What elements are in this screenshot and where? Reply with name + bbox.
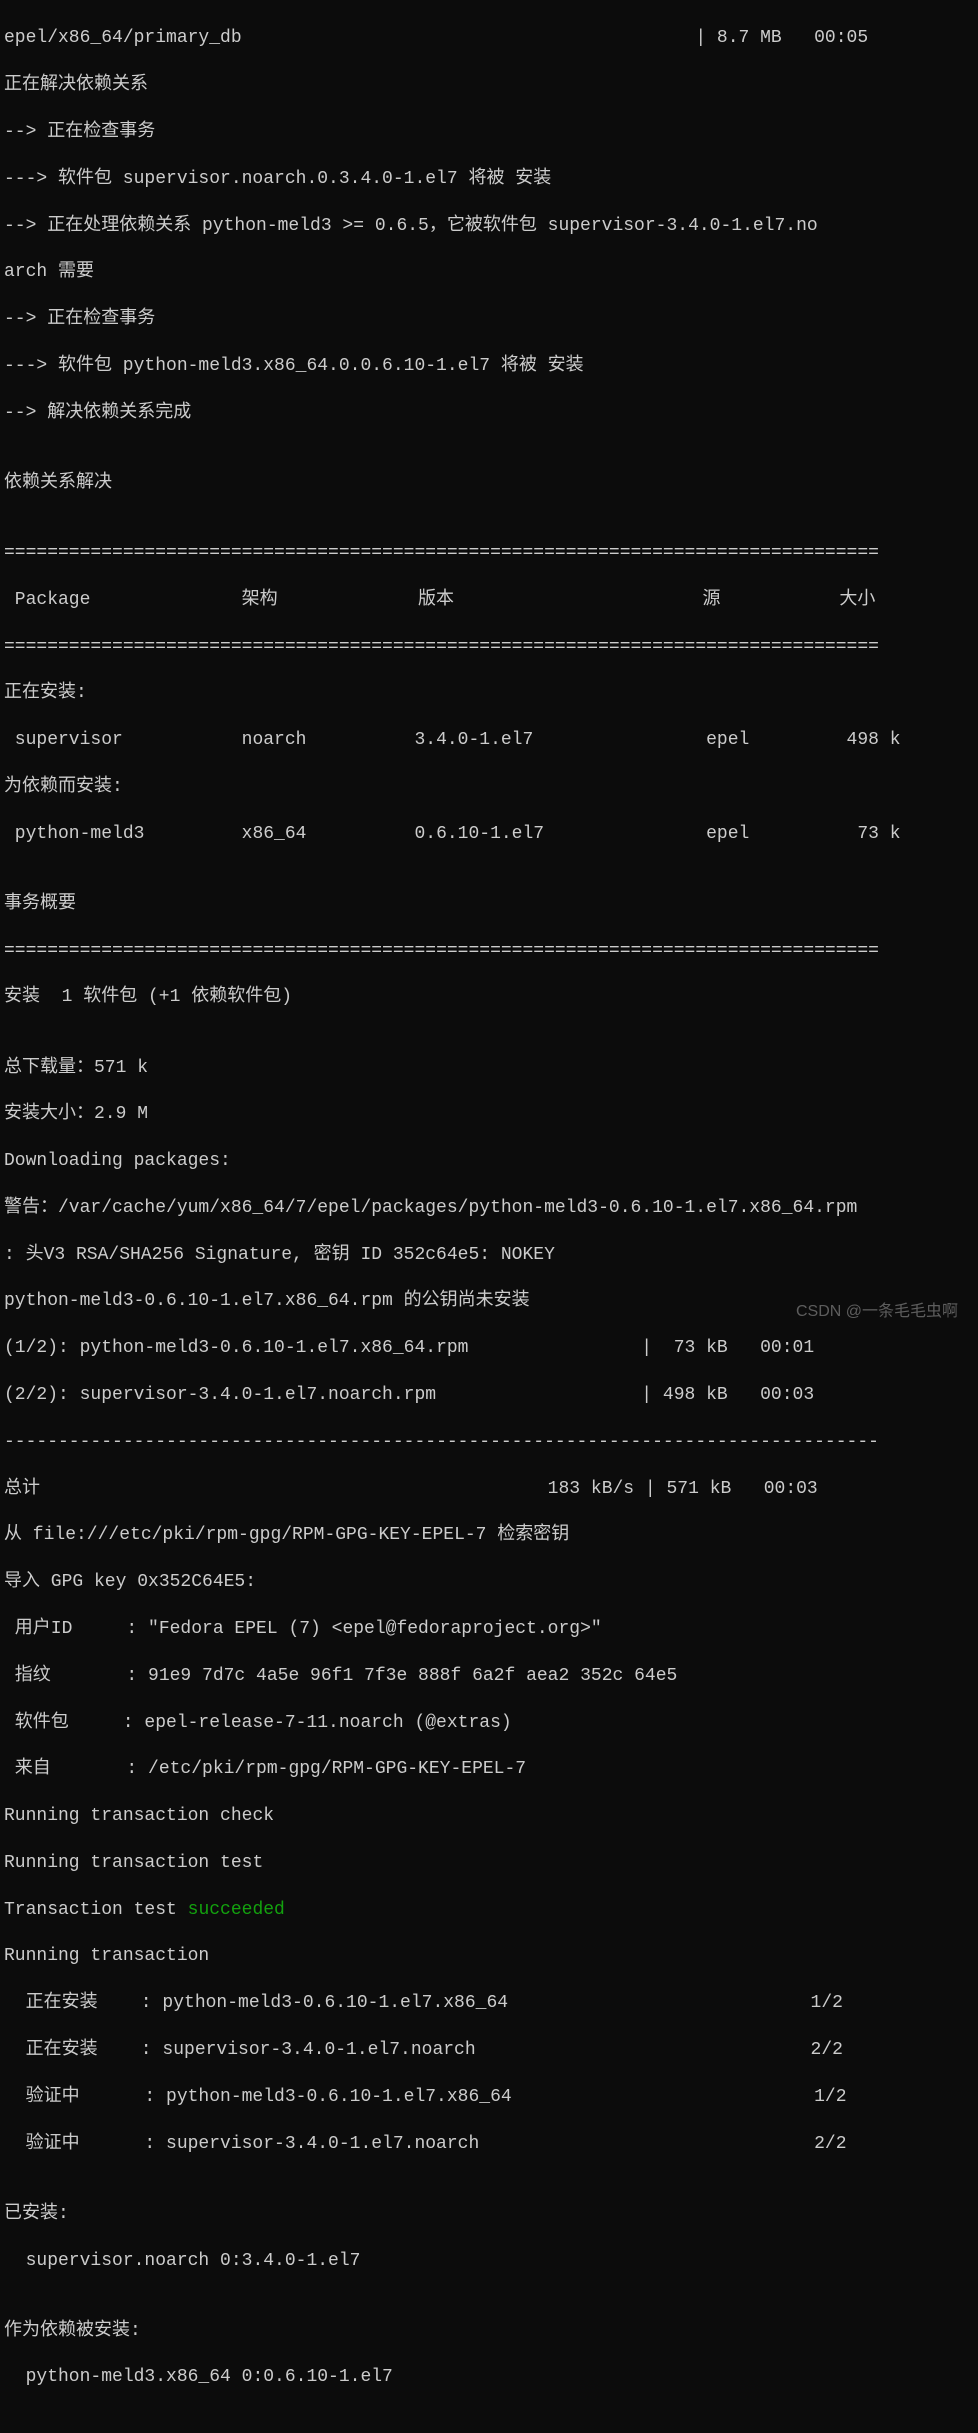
section-header: 作为依赖被安装: — [4, 2320, 974, 2343]
verify-progress-line: 验证中 : supervisor-3.4.0-1.el7.noarch 2/2 — [4, 2133, 974, 2156]
output-line: 安装 1 软件包 (+1 依赖软件包) — [4, 986, 974, 1009]
separator-line: ----------------------------------------… — [4, 1431, 974, 1454]
output-line: 正在解决依赖关系 — [4, 74, 974, 97]
output-line: ---> 软件包 supervisor.noarch.0.3.4.0-1.el7… — [4, 168, 974, 191]
install-progress-line: 正在安装 : supervisor-3.4.0-1.el7.noarch 2/2 — [4, 2039, 974, 2062]
output-line: --> 正在检查事务 — [4, 308, 974, 331]
section-header: 为依赖而安装: — [4, 776, 974, 799]
output-line: --> 解决依赖关系完成 — [4, 402, 974, 425]
output-line: supervisor.noarch 0:3.4.0-1.el7 — [4, 2250, 974, 2273]
output-line: python-meld3.x86_64 0:0.6.10-1.el7 — [4, 2366, 974, 2389]
output-line: --> 正在检查事务 — [4, 121, 974, 144]
output-line: 总计 183 kB/s | 571 kB 00:03 — [4, 1478, 974, 1501]
output-line: Running transaction — [4, 1945, 974, 1968]
install-progress-line: 正在安装 : python-meld3-0.6.10-1.el7.x86_64 … — [4, 1992, 974, 2015]
output-line: 软件包 : epel-release-7-11.noarch (@extras) — [4, 1712, 974, 1735]
output-line: 安装大小：2.9 M — [4, 1103, 974, 1126]
terminal-output: epel/x86_64/primary_db | 8.7 MB 00:05 正在… — [0, 0, 978, 2433]
separator-line: ========================================… — [4, 542, 974, 565]
download-line: (2/2): supervisor-3.4.0-1.el7.noarch.rpm… — [4, 1384, 974, 1407]
output-line: Running transaction test — [4, 1852, 974, 1875]
output-line: epel/x86_64/primary_db | 8.7 MB 00:05 — [4, 27, 974, 50]
verify-progress-line: 验证中 : python-meld3-0.6.10-1.el7.x86_64 1… — [4, 2086, 974, 2109]
table-row: python-meld3 x86_64 0.6.10-1.el7 epel 73… — [4, 823, 974, 846]
warning-line: 警告：/var/cache/yum/x86_64/7/epel/packages… — [4, 1197, 974, 1220]
tts-prefix: Transaction test — [4, 1900, 188, 1920]
output-line: ---> 软件包 python-meld3.x86_64.0.0.6.10-1.… — [4, 355, 974, 378]
output-line: 总下载量：571 k — [4, 1057, 974, 1080]
output-line: --> 正在处理依赖关系 python-meld3 >= 0.6.5，它被软件包… — [4, 215, 974, 238]
separator-line: ========================================… — [4, 940, 974, 963]
output-line: 依赖关系解决 — [4, 472, 974, 495]
separator-line: ========================================… — [4, 636, 974, 659]
table-row: supervisor noarch 3.4.0-1.el7 epel 498 k — [4, 729, 974, 752]
section-header: 事务概要 — [4, 893, 974, 916]
warning-line: : 头V3 RSA/SHA256 Signature, 密钥 ID 352c64… — [4, 1244, 974, 1267]
output-line: 指纹 : 91e9 7d7c 4a5e 96f1 7f3e 888f 6a2f … — [4, 1665, 974, 1688]
table-header: Package 架构 版本 源 大小 — [4, 589, 974, 612]
output-line: 导入 GPG key 0x352C64E5: — [4, 1571, 974, 1594]
output-line: arch 需要 — [4, 261, 974, 284]
output-line: Downloading packages: — [4, 1150, 974, 1173]
output-line: Running transaction check — [4, 1805, 974, 1828]
output-line: 用户ID : "Fedora EPEL (7) <epel@fedoraproj… — [4, 1618, 974, 1641]
output-line: 来自 : /etc/pki/rpm-gpg/RPM-GPG-KEY-EPEL-7 — [4, 1758, 974, 1781]
output-line: python-meld3-0.6.10-1.el7.x86_64.rpm 的公钥… — [4, 1290, 974, 1313]
section-header: 正在安装: — [4, 682, 974, 705]
output-line: 从 file:///etc/pki/rpm-gpg/RPM-GPG-KEY-EP… — [4, 1524, 974, 1547]
transaction-test-line: Transaction test succeeded — [4, 1899, 974, 1922]
section-header: 已安装: — [4, 2203, 974, 2226]
succeeded-text: succeeded — [188, 1900, 285, 1920]
